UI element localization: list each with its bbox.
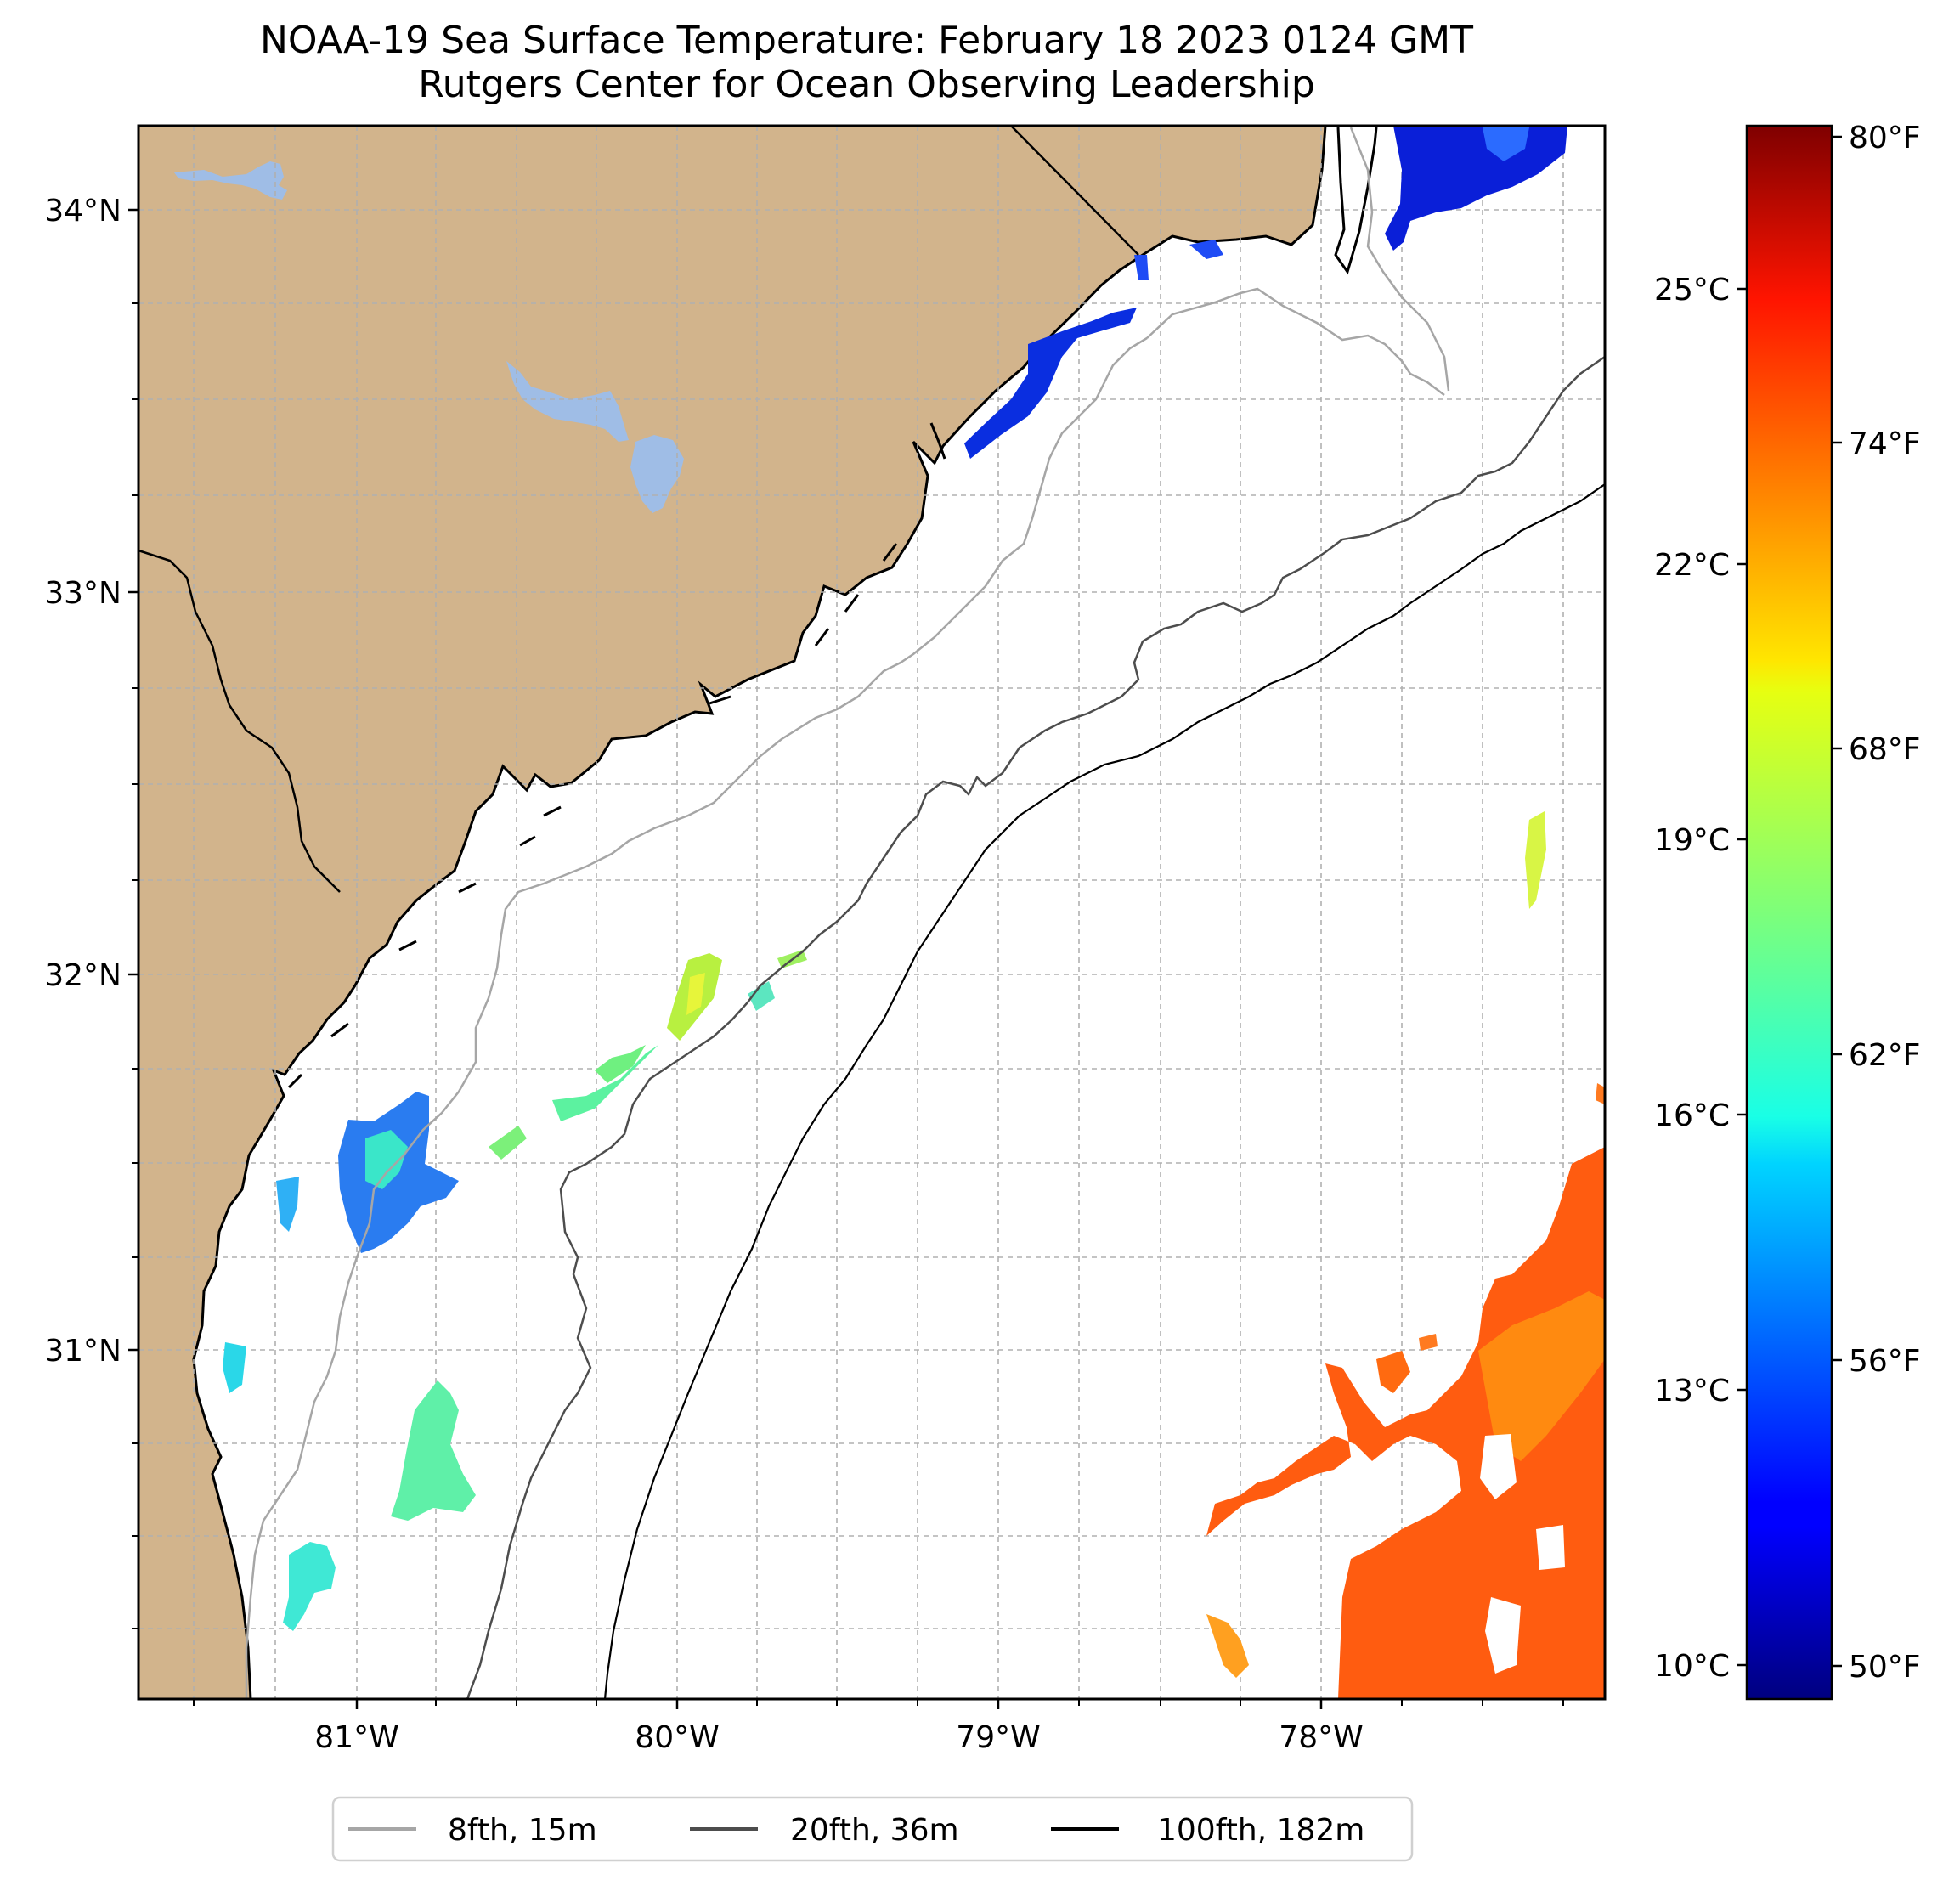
- map-title: NOAA-19 Sea Surface Temperature: Februar…: [0, 19, 1733, 107]
- celsius-tick-label: 13°C: [1654, 1374, 1730, 1409]
- lat-axis: 34°N 33°N 32°N 31°N: [44, 194, 138, 1369]
- lon-tick-label: 78°W: [1279, 1720, 1363, 1755]
- sst-nearshore-patches: [223, 811, 1546, 1631]
- lon-tick-label: 80°W: [635, 1720, 719, 1755]
- lon-tick-label: 81°W: [314, 1720, 398, 1755]
- state-border: [1010, 126, 1139, 256]
- legend-label-8fth: 8fth, 15m: [448, 1813, 597, 1848]
- isobath-20fth: [466, 355, 1605, 1699]
- coast-islands: [287, 127, 1378, 1089]
- legend-box: [331, 1796, 1414, 1862]
- fahrenheit-tick-label: 68°F: [1849, 732, 1921, 767]
- celsius-tick-label: 16°C: [1654, 1098, 1730, 1133]
- celsius-tick-label: 10°C: [1654, 1649, 1730, 1684]
- lat-tick-label: 32°N: [44, 958, 121, 993]
- map-panel: [138, 126, 1605, 1699]
- legend: 8fth, 15m 20fth, 36m 100fth, 182m: [331, 1796, 1414, 1862]
- title-line-1: NOAA-19 Sea Surface Temperature: Februar…: [260, 19, 1473, 62]
- river-border: [138, 549, 341, 893]
- fahrenheit-tick-label: 74°F: [1849, 426, 1921, 461]
- celsius-tick-label: 25°C: [1654, 273, 1730, 308]
- fahrenheit-tick-label: 50°F: [1849, 1650, 1921, 1685]
- colorbar-gradient: [1745, 124, 1833, 1701]
- celsius-tick-label: 19°C: [1654, 823, 1730, 858]
- isobath-100fth: [603, 483, 1605, 1699]
- colorbar: 25°C 22°C 19°C 16°C 13°C 10°C 80°F 74°F …: [1654, 121, 1921, 1701]
- lat-tick-label: 31°N: [44, 1334, 121, 1369]
- title-line-2: Rutgers Center for Ocean Observing Leade…: [418, 63, 1315, 106]
- sst-cold-patches: [964, 126, 1567, 459]
- isobath-8fth: [245, 127, 1450, 1699]
- celsius-tick-label: 22°C: [1654, 548, 1730, 583]
- lon-axis: 81°W 80°W 79°W 78°W: [314, 1699, 1364, 1755]
- fahrenheit-tick-label: 62°F: [1849, 1038, 1921, 1073]
- fahrenheit-tick-label: 56°F: [1849, 1344, 1921, 1379]
- map-frame: [137, 124, 1607, 1701]
- colorbar-fahrenheit-ticks: 80°F 74°F 68°F 62°F 56°F 50°F: [1832, 121, 1921, 1685]
- lat-tick-label: 33°N: [44, 576, 121, 611]
- legend-label-100fth: 100fth, 182m: [1157, 1813, 1364, 1848]
- graticule: [138, 126, 1605, 1699]
- sst-warm-patches: [1206, 1083, 1605, 1699]
- lakes: [174, 161, 684, 513]
- colorbar-celsius-ticks: 25°C 22°C 19°C 16°C 13°C 10°C: [1654, 273, 1747, 1684]
- lat-tick-label: 34°N: [44, 194, 121, 229]
- lon-tick-label: 79°W: [956, 1720, 1040, 1755]
- legend-label-20fth: 20fth, 36m: [790, 1813, 959, 1848]
- fahrenheit-tick-label: 80°F: [1849, 121, 1921, 155]
